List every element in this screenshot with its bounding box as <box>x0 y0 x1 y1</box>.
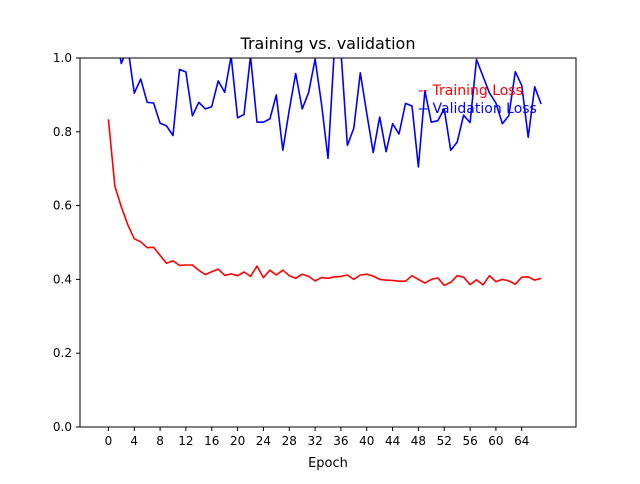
training-loss-line <box>107 119 542 287</box>
x-tick-label: 4 <box>130 434 138 448</box>
y-tick-label: 0.4 <box>53 272 72 286</box>
x-tick-label: 24 <box>256 434 271 448</box>
legend-entry-training-loss: -- Training Loss <box>418 83 523 99</box>
x-tick-label: 56 <box>462 434 477 448</box>
y-tick-label: 0.6 <box>53 199 72 213</box>
x-tick-label: 12 <box>178 434 193 448</box>
axes-layer: 0 4 8 12 16 20 24 28 32 36 40 44 48 52 56 60 640.00.20.4… <box>53 51 529 448</box>
y-tick-label: 0.8 <box>53 125 72 139</box>
y-tick-label: 0.2 <box>53 346 72 360</box>
y-tick-label: 1.0 <box>53 51 72 65</box>
x-tick-label: 64 <box>514 434 529 448</box>
chart-title: Training vs. validation <box>240 34 416 53</box>
legend: -- Training Loss -- Validation Loss <box>418 83 537 117</box>
x-tick-label: 16 <box>204 434 219 448</box>
series-layer <box>107 58 542 287</box>
y-tick-label: 0.0 <box>53 420 72 434</box>
x-tick-label: 28 <box>282 434 297 448</box>
validation-loss-line <box>119 58 542 168</box>
x-axis-label: Epoch <box>308 456 348 471</box>
x-tick-label: 0 <box>105 434 113 448</box>
x-tick-label: 32 <box>307 434 322 448</box>
x-tick-label: 44 <box>385 434 400 448</box>
x-tick-label: 52 <box>437 434 452 448</box>
x-tick-label: 60 <box>488 434 503 448</box>
x-tick-label: 8 <box>156 434 164 448</box>
x-tick-label: 36 <box>333 434 348 448</box>
x-tick-label: 48 <box>411 434 426 448</box>
plot-area-frame <box>79 57 577 428</box>
legend-entry-validation-loss: -- Validation Loss <box>418 101 537 117</box>
x-tick-label: 20 <box>230 434 245 448</box>
x-tick-label: 40 <box>359 434 374 448</box>
